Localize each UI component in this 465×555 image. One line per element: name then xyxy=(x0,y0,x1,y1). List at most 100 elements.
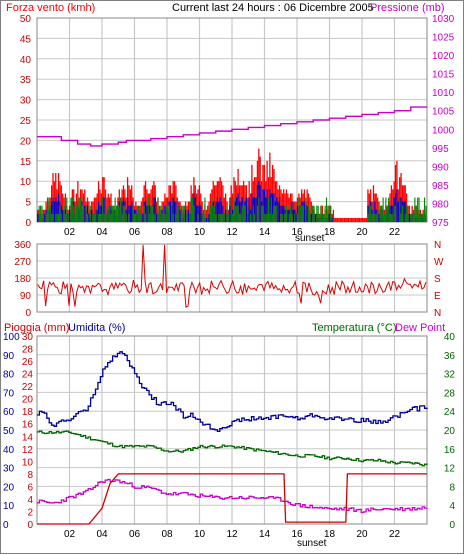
humidity-x-tick-label: 18 xyxy=(324,529,336,540)
wind-x-tick-label: 02 xyxy=(64,227,76,238)
wind-x-tick-label: 22 xyxy=(389,227,401,238)
wind-x-tick-label: 20 xyxy=(356,227,368,238)
wind-y-tick-label: 50 xyxy=(20,14,32,25)
humidity-y-tick-label: 0 xyxy=(3,520,9,531)
humidity-x-tick-label: 02 xyxy=(64,529,76,540)
rain-y-tick-label: 26 xyxy=(22,357,34,368)
sunset-label-top: sunset xyxy=(295,233,325,244)
humidity-y-tick-label: 40 xyxy=(3,445,15,456)
dewpoint-line xyxy=(37,478,428,514)
pressure-y-tick-label: 980 xyxy=(432,199,449,210)
humidity-y-tick-label: 60 xyxy=(3,407,15,418)
wind-y-tick-label: 35 xyxy=(20,75,32,86)
humidity-x-tick-label: 08 xyxy=(161,529,173,540)
rain-y-tick-label: 28 xyxy=(22,345,34,356)
wind-x-tick-label: 04 xyxy=(96,227,108,238)
rain-y-tick-label: 0 xyxy=(27,520,33,531)
wind-y-tick-label: 25 xyxy=(20,116,32,127)
rain-y-tick-label: 4 xyxy=(27,495,33,506)
humidity-panel-frame xyxy=(36,335,428,525)
direction-y-tick-label: 0 xyxy=(25,308,31,319)
direction-y-tick-label: 270 xyxy=(14,257,31,268)
wind-x-tick-label: 06 xyxy=(129,227,141,238)
pressure-y-tick-label: 990 xyxy=(432,162,449,173)
wind-x-tick-label: 18 xyxy=(324,227,336,238)
rain-y-tick-label: 24 xyxy=(22,370,34,381)
wind-x-tick-label: 08 xyxy=(161,227,173,238)
wind-y-tick-label: 10 xyxy=(20,177,32,188)
wind-title: Forza vento (kmh) xyxy=(6,2,95,14)
rain-y-tick-label: 18 xyxy=(22,407,34,418)
dewpoint-title: Dew Point xyxy=(395,322,445,334)
rain-y-tick-label: 10 xyxy=(22,457,34,468)
temperature-y-tick-label: 28 xyxy=(444,388,456,399)
pressure-y-tick-label: 1020 xyxy=(432,51,455,62)
direction-compass-label: N xyxy=(434,240,441,251)
humidity-y-tick-label: 70 xyxy=(3,388,15,399)
wind-y-tick-label: 0 xyxy=(25,218,31,229)
wind-x-tick-label: 10 xyxy=(194,227,206,238)
direction-y-tick-label: 90 xyxy=(20,291,32,302)
humidity-y-tick-label: 80 xyxy=(3,370,15,381)
direction-line xyxy=(37,244,427,308)
humidity-x-tick-label: 10 xyxy=(194,529,206,540)
humidity-x-tick-label: 06 xyxy=(129,529,141,540)
rain-y-tick-label: 16 xyxy=(22,420,34,431)
wind-y-tick-label: 20 xyxy=(20,136,32,147)
pressure-y-tick-label: 1025 xyxy=(432,33,455,44)
pressure-y-tick-label: 1030 xyxy=(432,14,455,25)
humidity-y-tick-label: 100 xyxy=(3,332,20,343)
humidity-x-tick-label: 12 xyxy=(226,529,238,540)
temperature-y-tick-label: 8 xyxy=(449,482,455,493)
rain-y-tick-label: 6 xyxy=(27,482,33,493)
direction-y-tick-label: 360 xyxy=(14,240,31,251)
wind-y-tick-label: 15 xyxy=(20,157,32,168)
pressure-y-tick-label: 975 xyxy=(432,218,449,229)
humidity-x-tick-label: 14 xyxy=(259,529,271,540)
wind-x-tick-label: 16 xyxy=(291,227,303,238)
humidity-line xyxy=(37,351,428,433)
rain-y-tick-label: 2 xyxy=(27,507,33,518)
wind-y-tick-label: 40 xyxy=(20,55,32,66)
wind-y-tick-label: 5 xyxy=(25,198,31,209)
temperature-y-tick-label: 0 xyxy=(449,520,455,531)
humidity-y-tick-label: 30 xyxy=(3,464,15,475)
direction-compass-label: S xyxy=(434,274,441,285)
direction-compass-label: N xyxy=(434,308,441,319)
temperature-line xyxy=(37,430,428,467)
rain-y-tick-label: 20 xyxy=(22,395,34,406)
temperature-y-tick-label: 16 xyxy=(444,445,456,456)
temperature-y-tick-label: 4 xyxy=(449,501,455,512)
temperature-y-tick-label: 36 xyxy=(444,351,456,362)
humidity-x-tick-label: 04 xyxy=(96,529,108,540)
humidity-y-tick-label: 90 xyxy=(3,351,15,362)
rain-line xyxy=(37,473,427,525)
temperature-y-tick-label: 20 xyxy=(444,426,456,437)
direction-compass-label: E xyxy=(434,291,441,302)
wind-x-tick-label: 12 xyxy=(226,227,238,238)
direction-y-tick-label: 180 xyxy=(14,274,31,285)
wind-pressure-panel: 0510152025303540455097598098599099510001… xyxy=(20,14,455,238)
humidity-temperature-panel: 0102030405060708090100024681012141618202… xyxy=(3,332,455,540)
temperature-y-tick-label: 40 xyxy=(444,332,456,343)
pressure-y-tick-label: 995 xyxy=(432,144,449,155)
humidity-x-tick-label: 16 xyxy=(291,529,303,540)
temperature-title: Temperatura (°C) xyxy=(312,322,396,334)
humidity-y-tick-label: 10 xyxy=(3,501,15,512)
direction-compass-label: W xyxy=(434,257,444,268)
rain-title: Pioggia (mm) xyxy=(4,322,69,334)
rain-y-tick-label: 8 xyxy=(27,470,33,481)
pressure-y-tick-label: 985 xyxy=(432,181,449,192)
pressure-y-tick-label: 1000 xyxy=(432,125,455,136)
wind-y-tick-label: 30 xyxy=(20,96,32,107)
rain-y-tick-label: 14 xyxy=(22,432,34,443)
temperature-y-tick-label: 24 xyxy=(444,407,456,418)
wind-green-bars xyxy=(38,197,427,222)
wind-x-tick-label: 14 xyxy=(259,227,271,238)
rain-y-tick-label: 30 xyxy=(22,332,34,343)
rain-y-tick-label: 12 xyxy=(22,445,34,456)
sunset-label-bottom: sunset xyxy=(297,538,327,549)
